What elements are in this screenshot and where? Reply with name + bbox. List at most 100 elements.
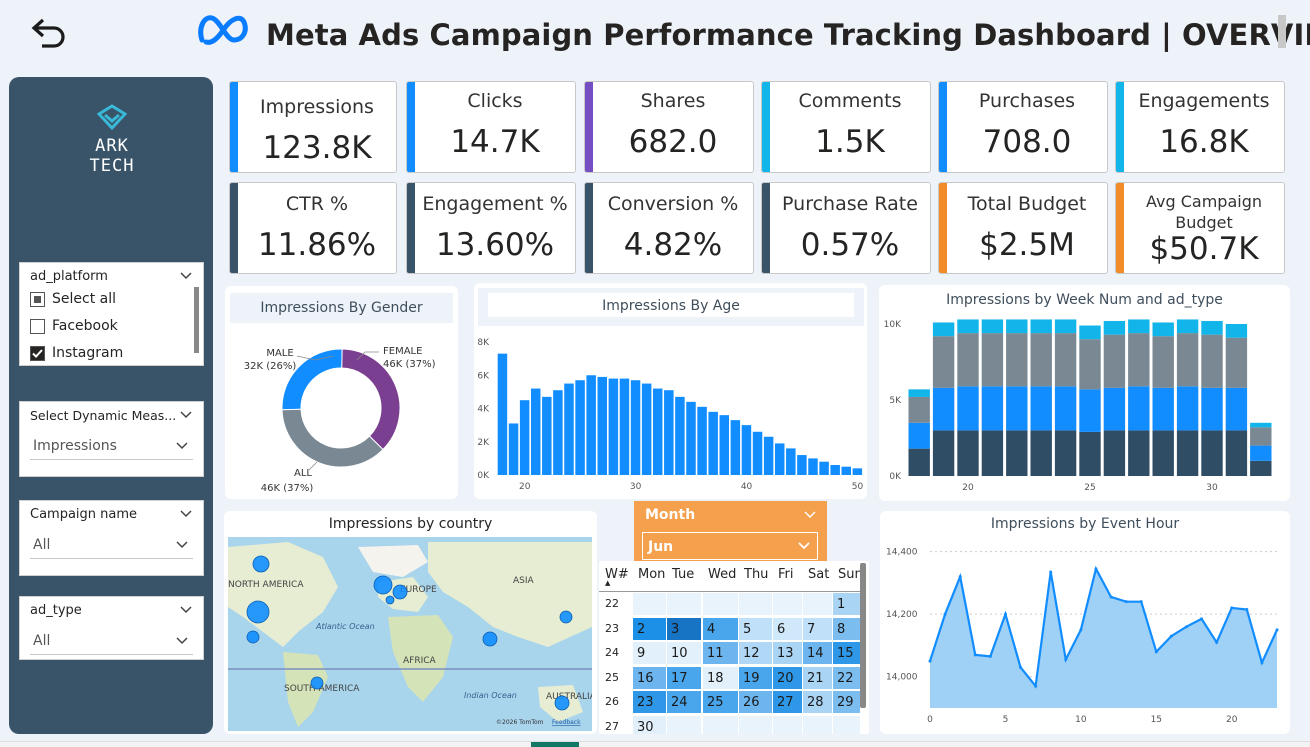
stacked-bar-segment[interactable] bbox=[1054, 386, 1077, 431]
stacked-bar-segment[interactable] bbox=[1054, 333, 1077, 387]
calendar-day-cell[interactable]: 27 bbox=[773, 691, 802, 713]
stacked-bar-segment[interactable] bbox=[1054, 430, 1077, 476]
stacked-bar-segment[interactable] bbox=[1250, 422, 1272, 428]
calendar-day-cell[interactable]: 28 bbox=[803, 691, 832, 713]
stacked-bar-segment[interactable] bbox=[932, 336, 955, 388]
stacked-bar-segment[interactable] bbox=[957, 319, 979, 334]
calendar-day-cell[interactable] bbox=[803, 715, 832, 734]
stacked-bar-segment[interactable] bbox=[1176, 333, 1199, 387]
stacked-bar-segment[interactable] bbox=[957, 386, 979, 431]
checkbox-checked-icon[interactable] bbox=[30, 345, 45, 361]
stacked-bar-segment[interactable] bbox=[1128, 333, 1150, 387]
calendar-day-cell[interactable]: 6 bbox=[773, 617, 802, 640]
stacked-bar-segment[interactable] bbox=[1128, 386, 1150, 431]
stacked-bar-segment[interactable] bbox=[1201, 334, 1223, 388]
gender-donut-chart[interactable]: MALE 32K (26%) FEMALE 46K (37%) ALL 46K … bbox=[225, 330, 458, 498]
stacked-bar-segment[interactable] bbox=[1176, 386, 1199, 431]
data-point[interactable] bbox=[1215, 640, 1219, 644]
calendar-day-cell[interactable]: 15 bbox=[833, 642, 860, 664]
donut-slice-all[interactable] bbox=[281, 408, 384, 468]
map-bubble[interactable] bbox=[252, 555, 270, 573]
calendar-day-cell[interactable]: 24 bbox=[667, 691, 701, 713]
calendar-scrollbar[interactable] bbox=[860, 563, 866, 708]
calendar-day-cell[interactable]: 12 bbox=[739, 642, 772, 664]
calendar-day-cell[interactable]: 21 bbox=[803, 666, 832, 689]
calendar-day-cell[interactable] bbox=[703, 715, 738, 734]
stacked-bar-segment[interactable] bbox=[1103, 334, 1126, 388]
stacked-bar-segment[interactable] bbox=[1152, 387, 1174, 431]
data-point[interactable] bbox=[1139, 600, 1143, 604]
stacked-bar-segment[interactable] bbox=[1176, 319, 1199, 334]
month-dropdown[interactable]: Jun bbox=[642, 532, 818, 560]
map-bubble[interactable] bbox=[246, 600, 270, 624]
age-bar[interactable] bbox=[797, 455, 807, 475]
map-bubble[interactable] bbox=[559, 610, 573, 624]
age-bar[interactable] bbox=[719, 415, 730, 475]
calendar-day-cell[interactable]: 20 bbox=[773, 666, 802, 689]
data-point[interactable] bbox=[1200, 617, 1204, 621]
stacked-bar-segment[interactable] bbox=[1030, 319, 1052, 334]
calendar-day-cell[interactable]: 7 bbox=[803, 617, 832, 640]
calendar-day-cell[interactable] bbox=[667, 715, 701, 734]
map-bubble[interactable] bbox=[373, 575, 393, 595]
stacked-bar-segment[interactable] bbox=[1201, 430, 1223, 476]
calendar-day-cell[interactable]: 5 bbox=[739, 617, 772, 640]
slicer-scrollbar[interactable] bbox=[194, 287, 199, 353]
data-point[interactable] bbox=[1230, 606, 1234, 610]
stacked-bar-segment[interactable] bbox=[1006, 319, 1028, 334]
data-point[interactable] bbox=[1064, 658, 1068, 662]
stacked-bar-segment[interactable] bbox=[981, 386, 1004, 431]
stacked-bar-segment[interactable] bbox=[1006, 333, 1028, 387]
age-bar[interactable] bbox=[652, 388, 663, 475]
age-bar[interactable] bbox=[741, 425, 752, 475]
data-point[interactable] bbox=[973, 653, 977, 657]
stacked-bar-segment[interactable] bbox=[1250, 427, 1272, 446]
data-point[interactable] bbox=[1079, 628, 1083, 632]
data-point[interactable] bbox=[1184, 625, 1188, 629]
age-bar[interactable] bbox=[808, 458, 818, 475]
stacked-bar-segment[interactable] bbox=[1030, 386, 1052, 431]
age-bar[interactable] bbox=[597, 376, 608, 475]
calendar-day-cell[interactable]: 30 bbox=[633, 715, 666, 734]
stacked-bar-segment[interactable] bbox=[1152, 430, 1174, 476]
map-feedback-link[interactable]: Feedback bbox=[552, 719, 581, 726]
age-bar[interactable] bbox=[497, 353, 508, 475]
age-bar[interactable] bbox=[841, 466, 852, 475]
data-point[interactable] bbox=[958, 575, 962, 579]
data-point[interactable] bbox=[1034, 684, 1038, 688]
stacked-bar-segment[interactable] bbox=[1250, 445, 1272, 461]
stacked-bar-segment[interactable] bbox=[1152, 336, 1174, 388]
age-bar[interactable] bbox=[752, 431, 763, 475]
map-bubble[interactable] bbox=[310, 676, 324, 690]
stacked-bar-segment[interactable] bbox=[1079, 339, 1101, 390]
stacked-bar-segment[interactable] bbox=[981, 430, 1004, 476]
calendar-day-cell[interactable]: 1 bbox=[833, 593, 860, 615]
calendar-day-cell[interactable]: 26 bbox=[739, 691, 772, 713]
age-bar[interactable] bbox=[763, 436, 774, 475]
calendar-day-cell[interactable]: 22 bbox=[833, 666, 860, 689]
calendar-day-cell[interactable] bbox=[633, 593, 666, 615]
age-bar[interactable] bbox=[675, 396, 685, 475]
age-bar[interactable] bbox=[519, 400, 530, 475]
stacked-bar-segment[interactable] bbox=[908, 448, 930, 476]
stacked-bar-segment[interactable] bbox=[1201, 320, 1223, 335]
stacked-bar-segment[interactable] bbox=[1006, 430, 1028, 476]
age-bar[interactable] bbox=[686, 401, 696, 475]
data-point[interactable] bbox=[1003, 612, 1007, 616]
option-instagram[interactable]: Instagram bbox=[30, 345, 123, 361]
calendar-day-cell[interactable] bbox=[773, 715, 802, 734]
data-point[interactable] bbox=[1245, 607, 1249, 611]
age-bar[interactable] bbox=[508, 423, 519, 475]
age-bar[interactable] bbox=[630, 380, 641, 475]
back-arrow-icon[interactable] bbox=[28, 14, 68, 54]
age-bar[interactable] bbox=[619, 378, 630, 475]
stacked-bar-segment[interactable] bbox=[1103, 320, 1126, 335]
scrollbar-thumb[interactable] bbox=[1278, 15, 1286, 48]
map-bubble[interactable] bbox=[482, 631, 498, 647]
map-bubble[interactable] bbox=[385, 595, 395, 605]
stacked-bar-segment[interactable] bbox=[1152, 322, 1174, 337]
calendar-day-cell[interactable]: 4 bbox=[703, 617, 738, 640]
calendar-day-cell[interactable]: 29 bbox=[833, 691, 860, 713]
calendar-day-cell[interactable] bbox=[833, 715, 860, 734]
calendar-day-cell[interactable] bbox=[739, 593, 772, 615]
